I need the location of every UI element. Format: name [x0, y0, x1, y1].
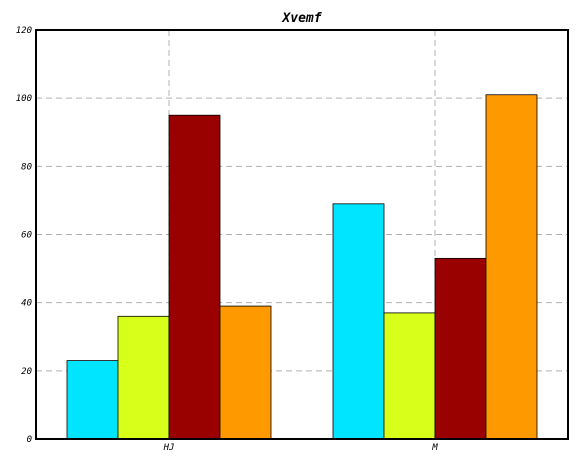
plot-frame: [35, 29, 569, 440]
y-tick-label: 40: [21, 299, 32, 309]
bar: [383, 312, 436, 440]
bars: [66, 94, 538, 440]
bar: [485, 94, 538, 440]
y-tick-label: 80: [21, 162, 32, 172]
chart-title: Xvemf: [281, 11, 322, 26]
bar: [332, 203, 385, 440]
x-tick-label: HJ: [163, 443, 175, 453]
bar: [168, 114, 221, 440]
x-tick-label: M: [431, 443, 438, 453]
y-axis-ticks: 0 20 40 60 80 100 120: [16, 26, 32, 445]
bar: [434, 257, 487, 440]
bar: [219, 305, 272, 440]
y-tick-label: 60: [21, 231, 32, 241]
y-tick-label: 120: [16, 26, 32, 36]
y-tick-label: 20: [21, 367, 32, 377]
x-axis-ticks: HJ M: [163, 443, 439, 453]
bar: [66, 360, 119, 440]
y-tick-label: 0: [27, 435, 32, 445]
bar: [117, 315, 170, 440]
y-tick-label: 100: [16, 94, 32, 104]
